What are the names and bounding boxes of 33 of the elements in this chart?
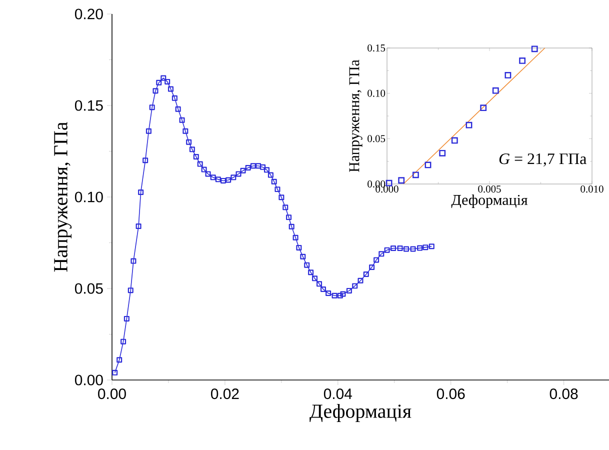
x-tick-label: 0.000	[376, 186, 398, 193]
point	[439, 150, 446, 156]
point	[466, 122, 472, 128]
y-tick-label: 0.15	[368, 44, 386, 52]
y-tick-label: 0.10	[74, 192, 103, 202]
y-tick-label: 0.00	[74, 374, 103, 386]
y-tick-label: 0.20	[74, 8, 103, 20]
x-axis-title: Деформація	[451, 194, 528, 208]
y-tick-label: 0.10	[368, 90, 386, 97]
y-axis-title: Напруження, ГПа	[349, 60, 362, 172]
y-tick-label: 0.15	[74, 100, 103, 111]
x-axis-title: Деформація	[310, 404, 412, 422]
x-tick-label: 0.00	[98, 388, 126, 400]
annotation: G = 21,7 ГПа	[499, 153, 586, 166]
y-axis-title: Напруження, ГПа	[54, 122, 72, 272]
point	[492, 87, 499, 94]
x-tick-label: 0.010	[580, 186, 604, 193]
y-tick-label: 0.05	[368, 135, 386, 142]
point	[451, 137, 458, 144]
y-tick-label: 0.05	[74, 283, 103, 294]
point	[519, 57, 526, 64]
x-tick-label: 0.04	[324, 388, 352, 400]
point	[504, 72, 512, 78]
point	[480, 104, 487, 112]
x-tick-label: 0.005	[478, 186, 501, 193]
point	[424, 162, 432, 168]
x-tick-label: 0.08	[550, 388, 578, 400]
point	[531, 46, 538, 52]
x-tick-label: 0.02	[210, 388, 239, 400]
point	[412, 172, 419, 178]
y-tick-label: 0.00	[368, 180, 386, 188]
x-tick-label: 0.06	[436, 388, 465, 400]
point	[398, 177, 405, 184]
